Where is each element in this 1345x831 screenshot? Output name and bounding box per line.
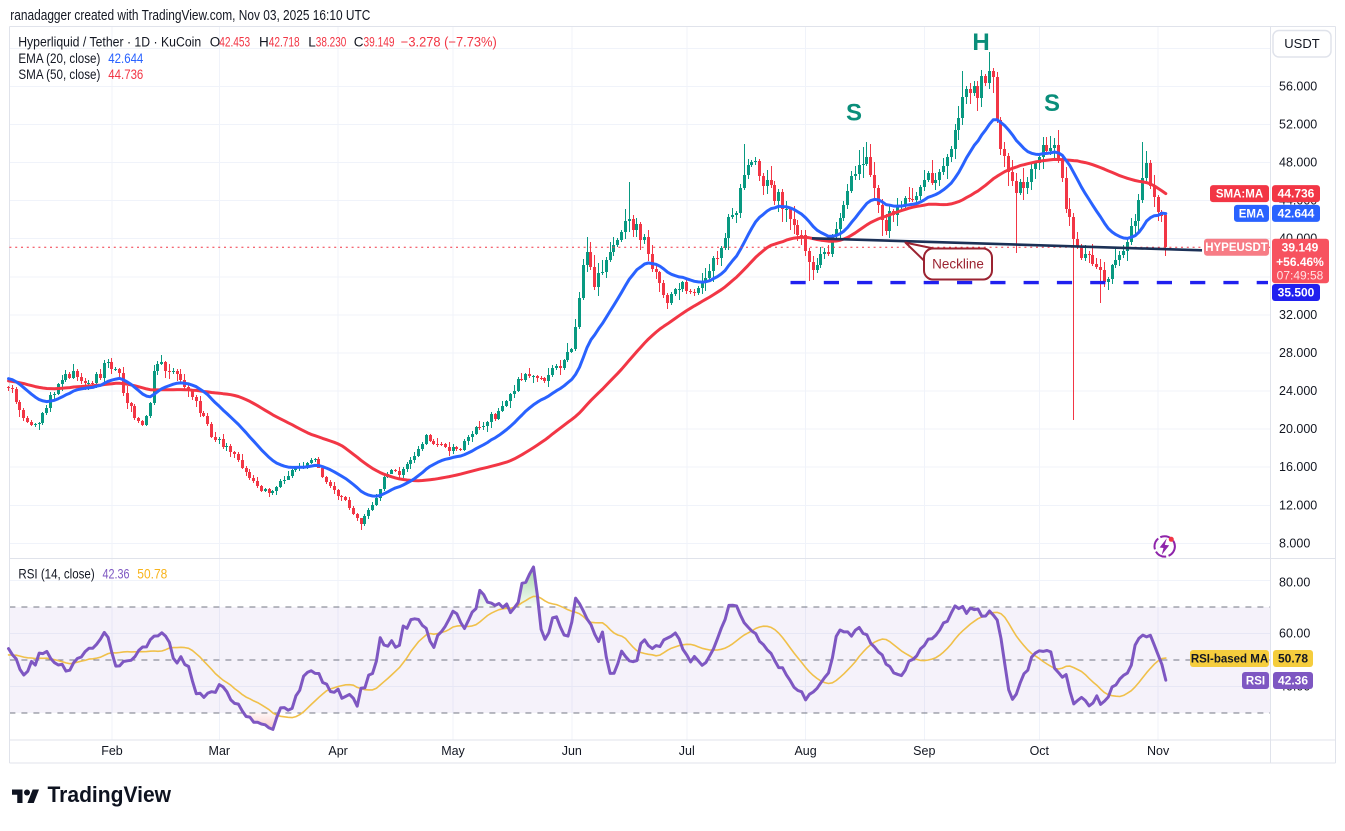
svg-text:35.500: 35.500 xyxy=(1278,286,1315,300)
svg-text:L: L xyxy=(308,35,316,50)
svg-text:RSI: RSI xyxy=(1246,676,1265,688)
svg-text:SMA (50, close): SMA (50, close) xyxy=(18,67,100,82)
svg-text:44.736: 44.736 xyxy=(108,67,143,82)
svg-text:28.000: 28.000 xyxy=(1279,346,1317,360)
svg-text:C: C xyxy=(354,35,364,50)
svg-text:42.36: 42.36 xyxy=(103,566,130,581)
svg-text:12.000: 12.000 xyxy=(1279,498,1317,512)
svg-text:39.149: 39.149 xyxy=(1282,241,1319,255)
svg-text:Aug: Aug xyxy=(794,744,816,758)
svg-text:07:49:58: 07:49:58 xyxy=(1277,269,1324,283)
svg-text:8.000: 8.000 xyxy=(1279,536,1310,550)
svg-text:TradingView: TradingView xyxy=(48,782,172,807)
svg-text:EMA: EMA xyxy=(1239,208,1265,220)
svg-text:39.149: 39.149 xyxy=(364,35,395,50)
svg-text:Sep: Sep xyxy=(913,744,935,758)
svg-text:50.78: 50.78 xyxy=(137,566,167,581)
svg-text:56.000: 56.000 xyxy=(1279,79,1317,93)
svg-text:52.000: 52.000 xyxy=(1279,118,1317,132)
svg-text:SMA:MA: SMA:MA xyxy=(1216,189,1263,201)
svg-text:16.000: 16.000 xyxy=(1279,460,1317,474)
svg-text:42.644: 42.644 xyxy=(108,51,143,66)
svg-text:42.36: 42.36 xyxy=(1278,674,1308,688)
svg-text:Neckline: Neckline xyxy=(932,257,984,272)
svg-text:32.000: 32.000 xyxy=(1279,308,1317,322)
svg-text:48.000: 48.000 xyxy=(1279,156,1317,170)
svg-text:S: S xyxy=(1044,90,1060,117)
svg-text:May: May xyxy=(441,744,465,758)
svg-text:Jul: Jul xyxy=(679,744,695,758)
svg-text:EMA (20, close): EMA (20, close) xyxy=(18,51,100,66)
svg-text:S: S xyxy=(846,100,862,127)
svg-text:RSI-based MA: RSI-based MA xyxy=(1191,654,1268,666)
svg-text:50.78: 50.78 xyxy=(1278,652,1308,666)
svg-text:20.000: 20.000 xyxy=(1279,422,1317,436)
svg-text:USDT: USDT xyxy=(1284,36,1319,51)
svg-text:HYPEUSDT: HYPEUSDT xyxy=(1205,242,1268,254)
svg-text:44.736: 44.736 xyxy=(1278,187,1315,201)
svg-text:60.00: 60.00 xyxy=(1279,627,1310,641)
svg-text:+56.46%: +56.46% xyxy=(1276,255,1324,269)
svg-text:−3.278 (−7.73%): −3.278 (−7.73%) xyxy=(401,35,497,50)
svg-text:Nov: Nov xyxy=(1147,744,1170,758)
svg-text:Jun: Jun xyxy=(562,744,582,758)
svg-text:O: O xyxy=(210,35,221,50)
svg-text:80.00: 80.00 xyxy=(1279,576,1310,590)
svg-text:Apr: Apr xyxy=(328,744,347,758)
svg-text:42.453: 42.453 xyxy=(219,35,250,50)
svg-text:Feb: Feb xyxy=(101,744,123,758)
svg-text:Oct: Oct xyxy=(1030,744,1050,758)
svg-text:24.000: 24.000 xyxy=(1279,384,1317,398)
svg-text:42.644: 42.644 xyxy=(1278,206,1315,220)
svg-text:ranadagger created with Tradin: ranadagger created with TradingView.com,… xyxy=(10,8,370,24)
svg-text:Hyperliquid / Tether · 1D · Ku: Hyperliquid / Tether · 1D · KuCoin xyxy=(18,35,201,50)
svg-text:38.230: 38.230 xyxy=(316,35,347,50)
svg-text:RSI (14, close): RSI (14, close) xyxy=(18,566,94,581)
svg-text:H: H xyxy=(972,29,989,56)
svg-text:42.718: 42.718 xyxy=(269,35,300,50)
svg-text:H: H xyxy=(259,35,269,50)
svg-text:Mar: Mar xyxy=(209,744,231,758)
